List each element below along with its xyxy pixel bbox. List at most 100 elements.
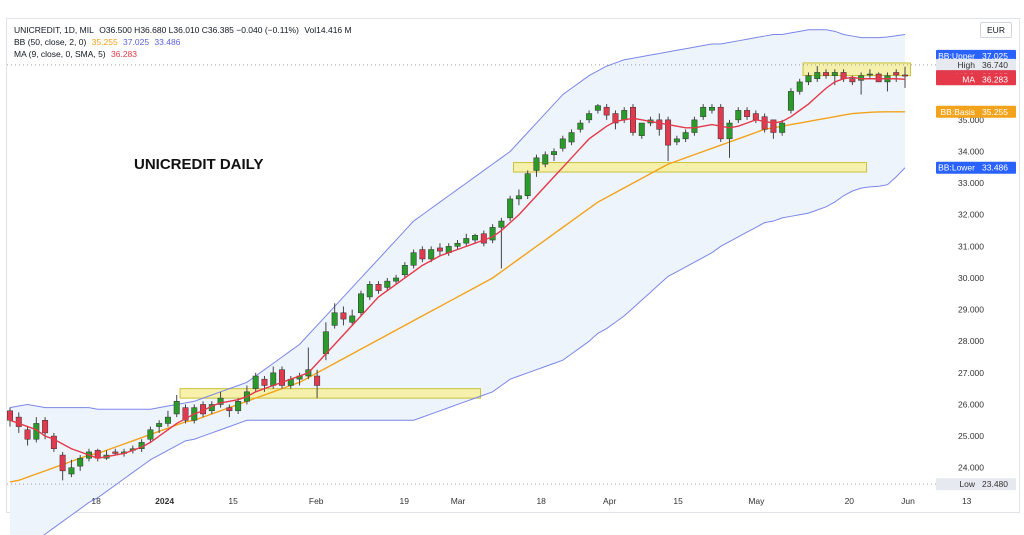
x-tick-label: 19 xyxy=(400,496,410,506)
candle xyxy=(814,66,821,82)
candle-body xyxy=(533,157,540,171)
y-tick-label: 34.000 xyxy=(958,146,984,156)
candle xyxy=(340,306,347,326)
candle-body xyxy=(849,78,856,83)
y-tick-label: 31.000 xyxy=(958,241,984,251)
candle xyxy=(823,69,829,79)
candle-body xyxy=(331,312,338,326)
x-tick-label: Feb xyxy=(309,496,324,506)
symbol-label[interactable]: UNICREDIT, 1D, MIL xyxy=(14,25,94,35)
price-tag-name: BB:Lower xyxy=(938,163,975,173)
candle-body xyxy=(717,106,724,140)
price-tag-name: Low xyxy=(959,479,975,489)
candle-body xyxy=(489,227,496,241)
candle-body xyxy=(866,73,873,76)
candle xyxy=(787,88,794,114)
candle-body xyxy=(603,106,610,116)
ma-value: 36.283 xyxy=(111,49,138,59)
candle xyxy=(68,459,75,478)
candle xyxy=(217,391,224,408)
candle-body xyxy=(735,110,742,121)
support-zone-0 xyxy=(179,388,481,399)
candle-body xyxy=(902,74,908,77)
candle-body xyxy=(621,110,628,121)
price-tag-value: 37.025 xyxy=(982,51,1008,61)
ma-indicator-label[interactable]: MA (9, close, 0, SMA, 5) xyxy=(14,49,106,59)
candle xyxy=(515,189,522,206)
candle-body xyxy=(630,106,636,133)
candle xyxy=(147,426,154,443)
candle xyxy=(349,309,356,326)
candle xyxy=(358,290,364,316)
candle-body xyxy=(322,331,329,355)
candle xyxy=(401,262,408,278)
legend-bb-row[interactable]: BB (50, close, 2, 0) 35.255 37.025 33.48… xyxy=(14,37,183,48)
x-tick-label: 15 xyxy=(228,496,238,506)
candle-body xyxy=(270,372,277,386)
candle-body xyxy=(252,375,259,389)
candle xyxy=(279,366,285,389)
candle xyxy=(489,224,496,244)
candle xyxy=(59,451,66,481)
price-tag-name: MA xyxy=(962,74,975,84)
candle-body xyxy=(638,122,645,136)
price-tag-bg xyxy=(936,478,1016,491)
candle-body xyxy=(515,195,522,200)
currency-button[interactable]: EUR xyxy=(980,22,1012,38)
candle xyxy=(472,233,479,244)
candle xyxy=(314,369,321,399)
candle xyxy=(761,113,768,133)
candle-body xyxy=(182,407,189,421)
candle-body xyxy=(568,132,575,143)
legend-ma-row[interactable]: MA (9, close, 0, SMA, 5) 36.283 xyxy=(14,49,140,60)
candle-body xyxy=(752,113,759,121)
candle xyxy=(779,119,786,136)
candle-body xyxy=(498,220,505,228)
candle xyxy=(173,394,180,418)
candle-body xyxy=(770,119,777,133)
y-tick-label: 24.000 xyxy=(958,463,984,473)
candle xyxy=(656,113,663,136)
candle-body xyxy=(410,252,417,266)
y-tick-label: 25.000 xyxy=(958,431,984,441)
price-tag-bg xyxy=(936,105,1016,118)
price-tag-value: 33.486 xyxy=(982,163,1008,173)
bb-indicator-label[interactable]: BB (50, close, 2, 0) xyxy=(14,37,87,47)
candle xyxy=(507,195,514,222)
x-tick-label: 18 xyxy=(536,496,546,506)
candle-body xyxy=(779,122,786,133)
volume-value: Vol14.416 M xyxy=(304,25,352,35)
candle-body xyxy=(164,416,171,424)
candle xyxy=(226,404,233,418)
candle-body xyxy=(156,423,163,427)
candle xyxy=(393,274,400,285)
candle-body xyxy=(665,119,672,146)
x-tick-label: 13 xyxy=(962,496,972,506)
price-tag-bg xyxy=(936,49,1016,62)
candle xyxy=(559,135,566,152)
ohlc-values: O36.500 H36.680 L36.010 C36.385 −0.040 (… xyxy=(99,25,299,35)
candle-body xyxy=(77,457,84,467)
bb-lower-line xyxy=(43,167,906,535)
price-tag-name: High xyxy=(958,60,976,70)
candle xyxy=(252,372,259,392)
candle-body xyxy=(507,198,514,219)
candle-body xyxy=(7,410,13,421)
candle-body xyxy=(147,429,154,440)
candle xyxy=(744,107,751,120)
candle xyxy=(24,426,31,446)
price-tag-bg xyxy=(936,161,1016,174)
candle-body xyxy=(226,407,233,412)
candle-body xyxy=(796,81,803,92)
candle-body xyxy=(586,113,593,121)
candle-body xyxy=(173,401,180,415)
candle-body xyxy=(454,242,461,247)
candle-body xyxy=(472,235,479,241)
candle-body xyxy=(217,397,224,405)
candle xyxy=(498,217,505,269)
x-tick-label: Jun xyxy=(901,496,915,506)
candle-body xyxy=(463,238,470,244)
bb-upper-line xyxy=(9,29,906,410)
candle-body xyxy=(761,116,768,130)
